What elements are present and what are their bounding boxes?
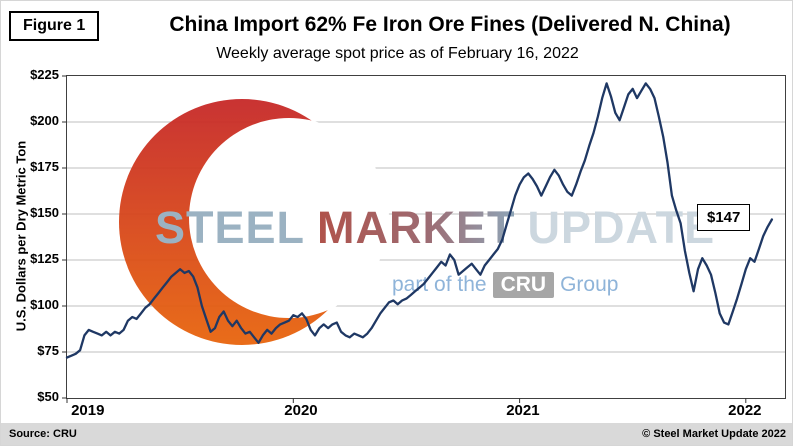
price-line-layer	[65, 82, 774, 359]
y-tick-label: $150	[30, 205, 59, 220]
y-tick-label: $225	[30, 67, 59, 82]
figure-label: Figure 1	[9, 11, 100, 41]
y-tick-label: $175	[30, 159, 59, 174]
y-tick-label: $100	[30, 297, 59, 312]
price-annotation: $147	[697, 204, 751, 231]
footer-bar: Source: CRU © Steel Market Update 2022	[1, 423, 792, 445]
x-tick-label: 2019	[71, 402, 105, 419]
y-tick-label: $125	[30, 251, 59, 266]
plot-area: STEEL MARKET UPDATE part of the CRU Group	[62, 75, 786, 403]
y-tick-label: $200	[30, 113, 59, 128]
x-tick-label: 2020	[284, 402, 318, 419]
chart-title: China Import 62% Fe Iron Ore Fines (Deli…	[169, 13, 731, 36]
x-tick-label: 2022	[728, 402, 762, 419]
y-tick-label: $75	[37, 343, 59, 358]
x-tick-label: 2021	[506, 402, 540, 419]
y-tick-label: $50	[37, 389, 59, 404]
price-line	[65, 82, 774, 359]
footer-copyright: © Steel Market Update 2022	[642, 428, 786, 440]
chart-subtitle: Weekly average spot price as of February…	[216, 45, 579, 62]
footer-source: Source: CRU	[9, 428, 77, 440]
